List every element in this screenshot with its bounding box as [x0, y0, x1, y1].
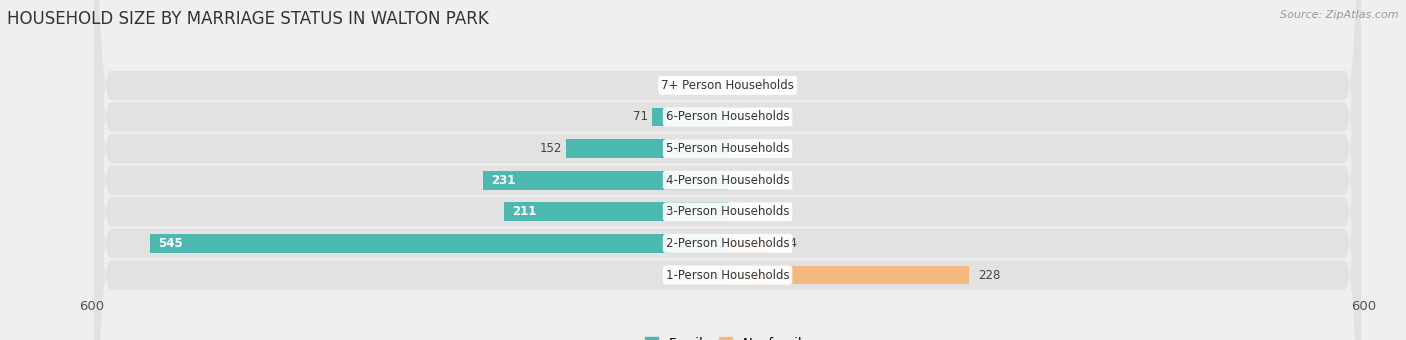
FancyBboxPatch shape [94, 0, 1361, 340]
Text: 5-Person Households: 5-Person Households [666, 142, 789, 155]
Bar [503, 202, 728, 221]
Bar [728, 266, 969, 285]
Text: 71: 71 [633, 110, 648, 123]
FancyBboxPatch shape [94, 0, 1361, 340]
Bar [482, 171, 728, 190]
Text: Source: ZipAtlas.com: Source: ZipAtlas.com [1281, 10, 1399, 20]
Text: 7+ Person Households: 7+ Person Households [661, 79, 794, 92]
Text: 545: 545 [159, 237, 183, 250]
Text: 0: 0 [737, 142, 744, 155]
Text: 6-Person Households: 6-Person Households [666, 110, 789, 123]
FancyBboxPatch shape [94, 0, 1361, 340]
Bar [567, 139, 728, 158]
FancyBboxPatch shape [94, 0, 1361, 340]
Text: 0: 0 [711, 269, 718, 282]
Text: 0: 0 [737, 79, 744, 92]
Text: 0: 0 [711, 79, 718, 92]
FancyBboxPatch shape [94, 0, 1361, 340]
Legend: Family, Nonfamily: Family, Nonfamily [643, 335, 813, 340]
Text: 211: 211 [512, 205, 537, 218]
Text: 44: 44 [783, 237, 797, 250]
Text: 152: 152 [540, 142, 562, 155]
Text: 0: 0 [737, 110, 744, 123]
Text: 0: 0 [737, 205, 744, 218]
Text: 1-Person Households: 1-Person Households [666, 269, 789, 282]
Text: 4-Person Households: 4-Person Households [666, 174, 789, 187]
FancyBboxPatch shape [94, 0, 1361, 340]
FancyBboxPatch shape [94, 0, 1361, 340]
Bar [728, 234, 775, 253]
Text: 228: 228 [977, 269, 1000, 282]
Text: 0: 0 [737, 174, 744, 187]
Text: 2-Person Households: 2-Person Households [666, 237, 789, 250]
Text: 231: 231 [491, 174, 516, 187]
Bar [652, 107, 728, 126]
Text: HOUSEHOLD SIZE BY MARRIAGE STATUS IN WALTON PARK: HOUSEHOLD SIZE BY MARRIAGE STATUS IN WAL… [7, 10, 489, 28]
Text: 3-Person Households: 3-Person Households [666, 205, 789, 218]
Bar [149, 234, 728, 253]
